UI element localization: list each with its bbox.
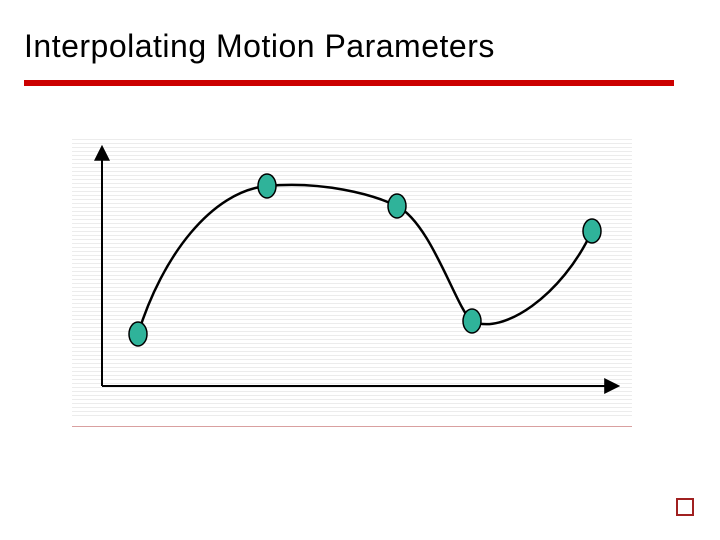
page-title: Interpolating Motion Parameters xyxy=(24,28,495,65)
footer-rule xyxy=(72,426,632,427)
keyframe-marker xyxy=(129,322,147,346)
interpolation-chart xyxy=(72,136,632,416)
title-underline xyxy=(24,80,674,86)
keyframe-marker xyxy=(583,219,601,243)
keyframe-marker xyxy=(463,309,481,333)
corner-marker-icon xyxy=(676,498,694,516)
slide: Interpolating Motion Parameters xyxy=(0,0,720,540)
chart-area xyxy=(72,136,632,416)
interpolation-curve xyxy=(138,185,592,334)
keyframe-marker xyxy=(258,174,276,198)
keyframe-marker xyxy=(388,194,406,218)
